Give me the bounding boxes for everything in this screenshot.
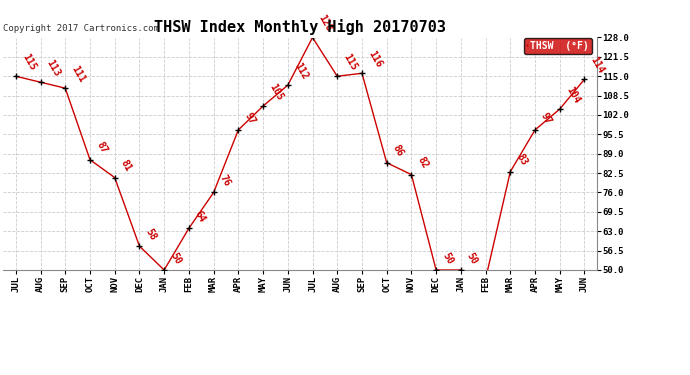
Text: 105: 105 [267,82,285,102]
Text: 104: 104 [564,85,582,105]
Text: 76: 76 [218,173,233,188]
Legend: THSW  (°F): THSW (°F) [524,38,592,54]
Text: 82: 82 [415,155,430,171]
Text: 111: 111 [70,64,87,84]
Text: 114: 114 [589,55,606,75]
Text: Copyright 2017 Cartronics.com: Copyright 2017 Cartronics.com [3,24,159,33]
Text: 50: 50 [168,251,183,266]
Text: 50: 50 [465,251,480,266]
Text: 97: 97 [242,111,257,126]
Text: 115: 115 [20,52,37,72]
Text: 81: 81 [119,158,133,173]
Text: 47: 47 [0,374,1,375]
Text: 50: 50 [440,251,455,266]
Text: 128: 128 [317,13,334,33]
Text: 87: 87 [94,140,109,156]
Text: 112: 112 [292,61,309,81]
Text: 64: 64 [193,209,208,224]
Title: THSW Index Monthly High 20170703: THSW Index Monthly High 20170703 [154,19,446,35]
Text: 83: 83 [515,152,529,168]
Text: 86: 86 [391,143,406,159]
Text: 58: 58 [144,227,158,242]
Text: 113: 113 [45,58,62,78]
Text: 97: 97 [539,111,554,126]
Text: 116: 116 [366,49,384,69]
Text: 115: 115 [342,52,359,72]
